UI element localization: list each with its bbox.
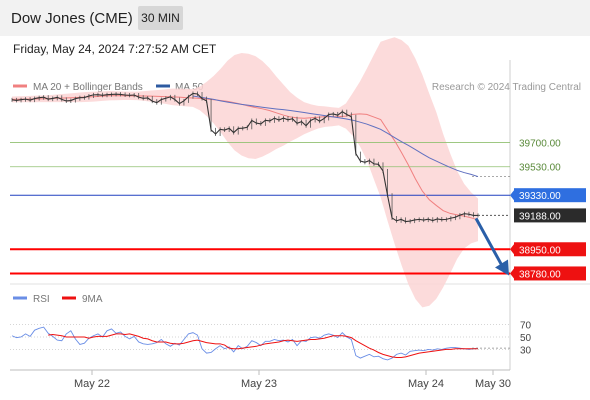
support-label-tip: [510, 244, 514, 255]
chart-header: Dow Jones (CME) 30 MIN: [0, 0, 590, 36]
time-tick-label: May 24: [408, 378, 444, 390]
ma50-line: [192, 95, 479, 178]
pivot-label-box: [514, 188, 586, 203]
rsi-tick-label: 30: [520, 345, 532, 356]
support-label-tip: [510, 268, 514, 279]
price-line: [11, 92, 478, 223]
legend-ma20-label: MA 20 + Bollinger Bands: [33, 82, 143, 93]
last-price-label-box: [514, 208, 586, 223]
pivot-label: 39330.00: [519, 191, 561, 202]
time-tick-label: May 23: [241, 378, 277, 390]
last-price-label: 39188.00: [519, 211, 561, 222]
legend-rsi-label: RSI: [33, 294, 50, 305]
forecast-arrow: [474, 217, 505, 269]
time-tick-label: May 30: [475, 378, 511, 390]
timestamp: Friday, May 24, 2024 7:27:52 AM CET: [13, 42, 217, 56]
rsi-tick-label: 70: [520, 321, 532, 332]
support-label-box: [514, 266, 586, 281]
bollinger-band: [12, 37, 478, 308]
credit-label: Research © 2024 Trading Central: [432, 82, 581, 93]
pivot-label-tip: [510, 190, 514, 201]
rsi-9ma-line: [48, 333, 478, 358]
support-label-box: [514, 242, 586, 257]
support-label: 38780.00: [519, 269, 561, 280]
timeframe-badge[interactable]: 30 MIN: [138, 6, 183, 30]
legend-ma50-label: MA 50: [175, 82, 204, 93]
legend-9ma-label: 9MA: [82, 294, 103, 305]
resistance-label: 39530.00: [519, 163, 561, 174]
rsi-tick-label: 50: [520, 333, 532, 344]
resistance-label: 39700.00: [519, 139, 561, 150]
support-label: 38950.00: [519, 245, 561, 256]
forecast-arrow-head: [495, 259, 509, 276]
instrument-title: Dow Jones (CME): [11, 10, 133, 27]
rsi-line: [11, 326, 479, 361]
time-tick-label: May 22: [74, 378, 110, 390]
